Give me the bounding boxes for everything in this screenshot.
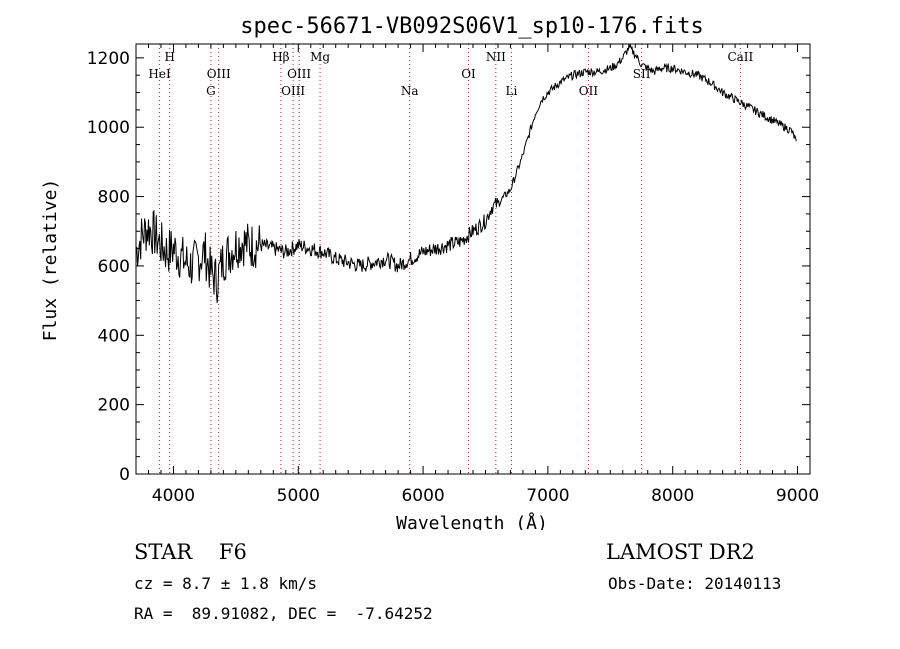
y-tick-label: 800 [98, 188, 130, 208]
spectral-line-label: OIII [287, 67, 311, 81]
x-tick-label: 8000 [651, 486, 694, 506]
x-tick-label: 4000 [152, 486, 195, 506]
spectral-line-label: OII [579, 84, 599, 98]
spectral-line-label: H [164, 50, 174, 64]
spectral-line-markers: HeI H G OIII Hβ OIII OIII Mg Na OI NII Li OII SII CaII [148, 44, 754, 474]
x-tick-label: 7000 [526, 486, 569, 506]
spectral-line-label: HeI [148, 67, 171, 81]
spectral-line-label: CaII [727, 50, 753, 64]
x-tick-label: 9000 [776, 486, 819, 506]
spectral-line-label: Li [506, 84, 518, 98]
y-tick-label: 0 [119, 465, 130, 485]
spectral-line-label: OIII [281, 84, 305, 98]
spectrum-series-line [135, 43, 797, 303]
spectral-line-label: Hβ [272, 50, 289, 64]
y-axis-label: Flux (relative) [40, 179, 61, 342]
spectral-line-label: Na [401, 84, 419, 98]
y-tick-label: 600 [98, 257, 130, 277]
plot-frame [135, 43, 811, 475]
spectrum-chart: HeI H G OIII Hβ OIII OIII Mg Na OI NII Li OII SII CaII… [40, 14, 819, 530]
x-tick-label: 5000 [277, 486, 320, 506]
observation-date: Obs-Date: 20140113 [608, 574, 782, 593]
survey-name: LAMOST DR2 [606, 540, 755, 564]
spectral-line-label: G [206, 84, 216, 98]
coordinates: RA = 89.91082, DEC = -7.64252 [134, 604, 433, 623]
axes: 4000 5000 6000 7000 8000 9000 0 200 400 600 800 100… [87, 44, 819, 506]
chart-title: spec-56671-VB092S06V1_sp10-176.fits [240, 14, 704, 39]
redshift-velocity: cz = 8.7 ± 1.8 km/s [134, 574, 318, 593]
spectral-line-label: NII [486, 50, 506, 64]
y-tick-label: 1000 [87, 118, 130, 138]
x-tick-label: 6000 [401, 486, 444, 506]
y-tick-label: 400 [98, 326, 130, 346]
x-axis-label: Wavelength (Å) [396, 512, 548, 530]
object-class: STAR F6 [134, 540, 247, 564]
y-tick-label: 1200 [87, 49, 130, 69]
spectral-line-label: OI [461, 67, 476, 81]
spectral-line-label: SII [633, 67, 651, 81]
y-tick-label: 200 [98, 396, 130, 416]
spectral-line-label: OIII [207, 67, 231, 81]
spectral-line-label: Mg [310, 50, 330, 64]
